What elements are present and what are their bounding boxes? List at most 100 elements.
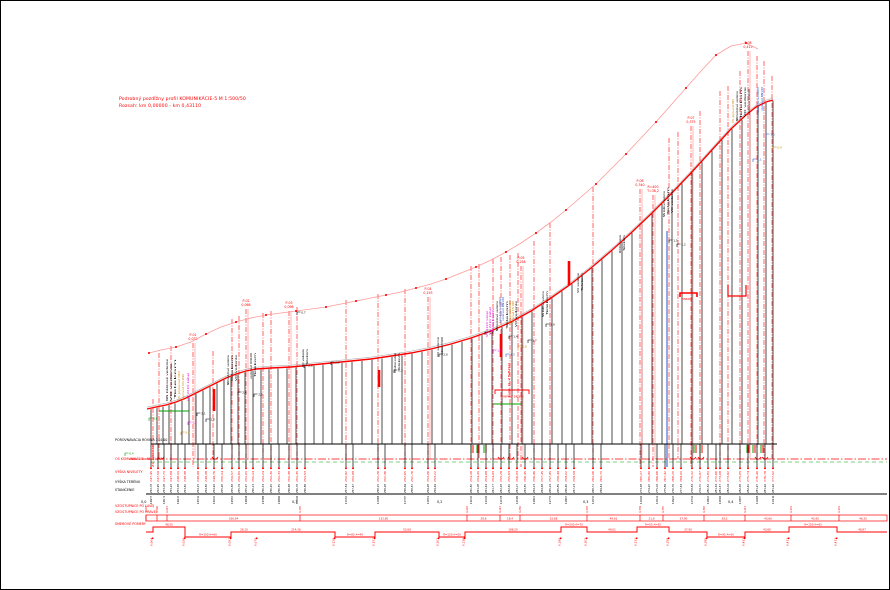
arc-symbol — [507, 456, 515, 460]
station-top-label-1: P-06 — [636, 179, 643, 183]
terrain-vertex-dot — [385, 294, 387, 296]
terrain-vertex-dot — [445, 278, 447, 280]
station-top-label-2: 0,032 — [188, 337, 197, 341]
station-top-label-2: 0,340 — [635, 183, 644, 187]
elevation-label-black: 275,02 — [655, 484, 659, 493]
direction-boundary-label: 0,411 — [744, 506, 747, 513]
flag-label: 2,5 — [335, 360, 340, 364]
elevation-label-black: 255,97 — [244, 484, 248, 493]
flag-label: 2,0 — [443, 352, 448, 356]
elevation-label-black: 252,95 — [156, 484, 160, 493]
direction-boundary-label: -0,00 — [145, 505, 148, 513]
slope-boundary-dot — [437, 537, 440, 540]
elevation-label-black: 256,13 — [251, 484, 255, 493]
tick-dot — [756, 467, 758, 470]
tick-dot — [296, 467, 298, 470]
tick-dot — [533, 467, 535, 470]
terrain-vertex-dot — [565, 209, 567, 211]
elevation-label-red: 259,02 — [564, 471, 568, 482]
tick-dot — [739, 467, 741, 470]
tick-dot — [524, 467, 526, 470]
slope-boundary-label: 0,431 — [787, 537, 790, 546]
station-label: 0,01171 — [162, 496, 166, 504]
flag-bracket — [492, 349, 497, 353]
flag-bracket — [668, 239, 673, 243]
flag-bracket — [505, 353, 510, 357]
elevation-label-red: 252,65 — [403, 471, 407, 482]
tick-dot — [500, 467, 502, 470]
elevation-label-red: 251,01 — [244, 471, 248, 482]
elevation-label-black: 276,76 — [671, 484, 675, 493]
station-top-label-1: R=400 — [648, 185, 659, 189]
terrain-vertex-dot — [745, 42, 747, 44]
elevation-label-black: 256,78 — [295, 484, 299, 493]
slope-boundary-label: 0,201 — [437, 537, 440, 546]
slope-boundary-dot — [373, 537, 376, 540]
elevation-label-black: 259,28 — [426, 484, 430, 493]
utility-label: Telekom — [397, 353, 401, 373]
tick-dot — [411, 467, 413, 470]
station-label: 0,40837 — [738, 496, 742, 504]
flag-label: 1,2 — [681, 242, 686, 246]
elevation-label-red: 247,59 — [156, 471, 160, 482]
utility-label: VN 22kV kábel — [488, 307, 492, 335]
slope-label: R=150 A=60 — [199, 533, 217, 537]
elevation-label-red: 251,45 — [295, 471, 299, 482]
elevation-label-black: 269,44 — [599, 484, 603, 493]
elevation-label-black: 262,60 — [507, 484, 511, 493]
elevation-label-black: 255,79 — [237, 484, 241, 493]
station-label: 0,27753 — [548, 496, 552, 504]
direction-label: 49,61 — [610, 517, 618, 521]
direction-boundary-label: 0,383 — [703, 506, 706, 513]
elevation-label-red: 250,14 — [220, 471, 224, 482]
slope-label: R=85 A=45 — [347, 533, 363, 537]
elevation-label-black: 261,08 — [476, 484, 480, 493]
direction-boundary-label: 0,431 — [790, 506, 793, 513]
tick-dot — [715, 467, 717, 470]
elevation-label-red: 253,06 — [426, 471, 430, 482]
elevation-label-red: 268,20 — [671, 471, 675, 482]
station-top-label-1: P-07 — [687, 116, 694, 120]
slope-boundary-dot — [835, 537, 838, 540]
slope-boundary-dot — [705, 537, 708, 540]
tick-dot — [163, 467, 165, 470]
elevation-label-red: 254,18 — [469, 471, 473, 482]
station-top-label-1: P-08 — [744, 41, 751, 45]
tick-dot — [434, 467, 436, 470]
utility-label: plynovod STL D90 — [511, 301, 515, 323]
elevation-label-red: 276,78 — [763, 471, 767, 482]
slope-label: 49,61 — [608, 528, 616, 532]
direction-label: 18,4 — [507, 517, 513, 521]
flag-bracket — [253, 393, 258, 397]
tick-dot — [640, 467, 642, 470]
tick-dot — [508, 467, 510, 470]
tick-dot — [304, 467, 306, 470]
arc-symbol — [689, 456, 697, 460]
utility-label: Telekom — [666, 187, 670, 217]
utility-label: VO vedenie — [301, 349, 305, 367]
elevation-label-red: 248,38 — [183, 471, 187, 482]
tick-dot — [477, 467, 479, 470]
utility-label: Telekom — [173, 359, 177, 402]
flag-bracket — [187, 421, 192, 425]
flag-label: 0,9 — [777, 145, 782, 149]
flag-label: 2,4 — [242, 390, 247, 394]
tick-dot — [377, 467, 379, 470]
elevation-label-black: 282,40 — [746, 484, 750, 493]
station-label: 0,24378 — [499, 496, 503, 504]
direction-boundary-label: 0,303 — [586, 506, 589, 513]
elevation-label-red: 254,68 — [484, 471, 488, 482]
tick-dot — [221, 467, 223, 470]
station-top-label-2: T=38,2 — [646, 189, 659, 193]
utility-label: plynovod STL D90 — [181, 374, 185, 400]
flag-bracket — [508, 335, 513, 339]
station-top-label-1: P-04 — [424, 287, 431, 291]
flag-bracket — [124, 452, 129, 456]
elevation-label-black: 258,28 — [383, 484, 387, 493]
tick-dot — [565, 467, 567, 470]
direction-label: 52,68 — [550, 517, 558, 521]
slope-boundary-label: 0,075 — [255, 537, 258, 546]
slope-boundary-dot — [559, 537, 562, 540]
elevation-label-red: 251,30 — [269, 471, 273, 482]
flag-bracket — [752, 158, 757, 162]
